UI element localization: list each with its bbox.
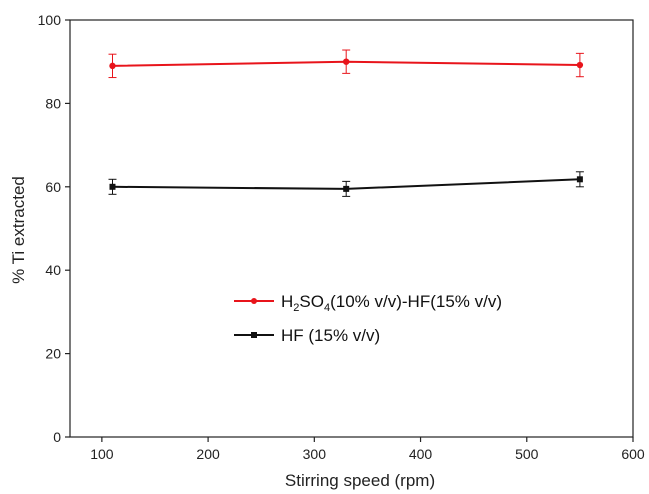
x-axis-title: Stirring speed (rpm) (285, 471, 435, 490)
legend-label-hf: HF (15% v/v) (281, 326, 380, 345)
legend-entry-h2so4-hf: H2SO4(10% v/v)-HF(15% v/v) (234, 292, 502, 314)
data-point (576, 61, 584, 69)
y-axis-title: % Ti extracted (9, 176, 28, 284)
y-tick-label: 100 (38, 12, 62, 28)
data-point (109, 62, 116, 70)
x-tick-label: 200 (196, 446, 220, 462)
series-1 (108, 171, 584, 197)
legend-marker-h2so4-hf (251, 298, 257, 304)
x-tick-label: 400 (409, 446, 433, 462)
axis-ticks: 100 200 300 400 500 600 0 20 40 60 80 100 (38, 12, 645, 462)
data-point (343, 185, 350, 192)
y-tick-label: 80 (45, 95, 61, 111)
legend: H2SO4(10% v/v)-HF(15% v/v) HF (15% v/v) (234, 292, 502, 345)
y-tick-label: 40 (45, 262, 61, 278)
y-tick-label: 20 (45, 346, 61, 362)
series-0 (108, 49, 584, 79)
legend-label-h2so4-hf: H2SO4(10% v/v)-HF(15% v/v) (281, 292, 502, 314)
x-tick-label: 600 (621, 446, 645, 462)
y-tick-label: 60 (45, 179, 61, 195)
plot-frame (69, 19, 634, 438)
data-point (342, 58, 350, 65)
data-point (576, 176, 583, 183)
series-layer (108, 49, 584, 197)
y-tick-label: 0 (53, 429, 61, 445)
x-tick-label: 500 (515, 446, 539, 462)
legend-entry-hf: HF (15% v/v) (234, 326, 380, 345)
data-point (109, 183, 116, 190)
x-tick-label: 300 (303, 446, 327, 462)
x-tick-label: 100 (90, 446, 114, 462)
plot-area (69, 19, 634, 438)
legend-marker-hf (251, 332, 257, 338)
